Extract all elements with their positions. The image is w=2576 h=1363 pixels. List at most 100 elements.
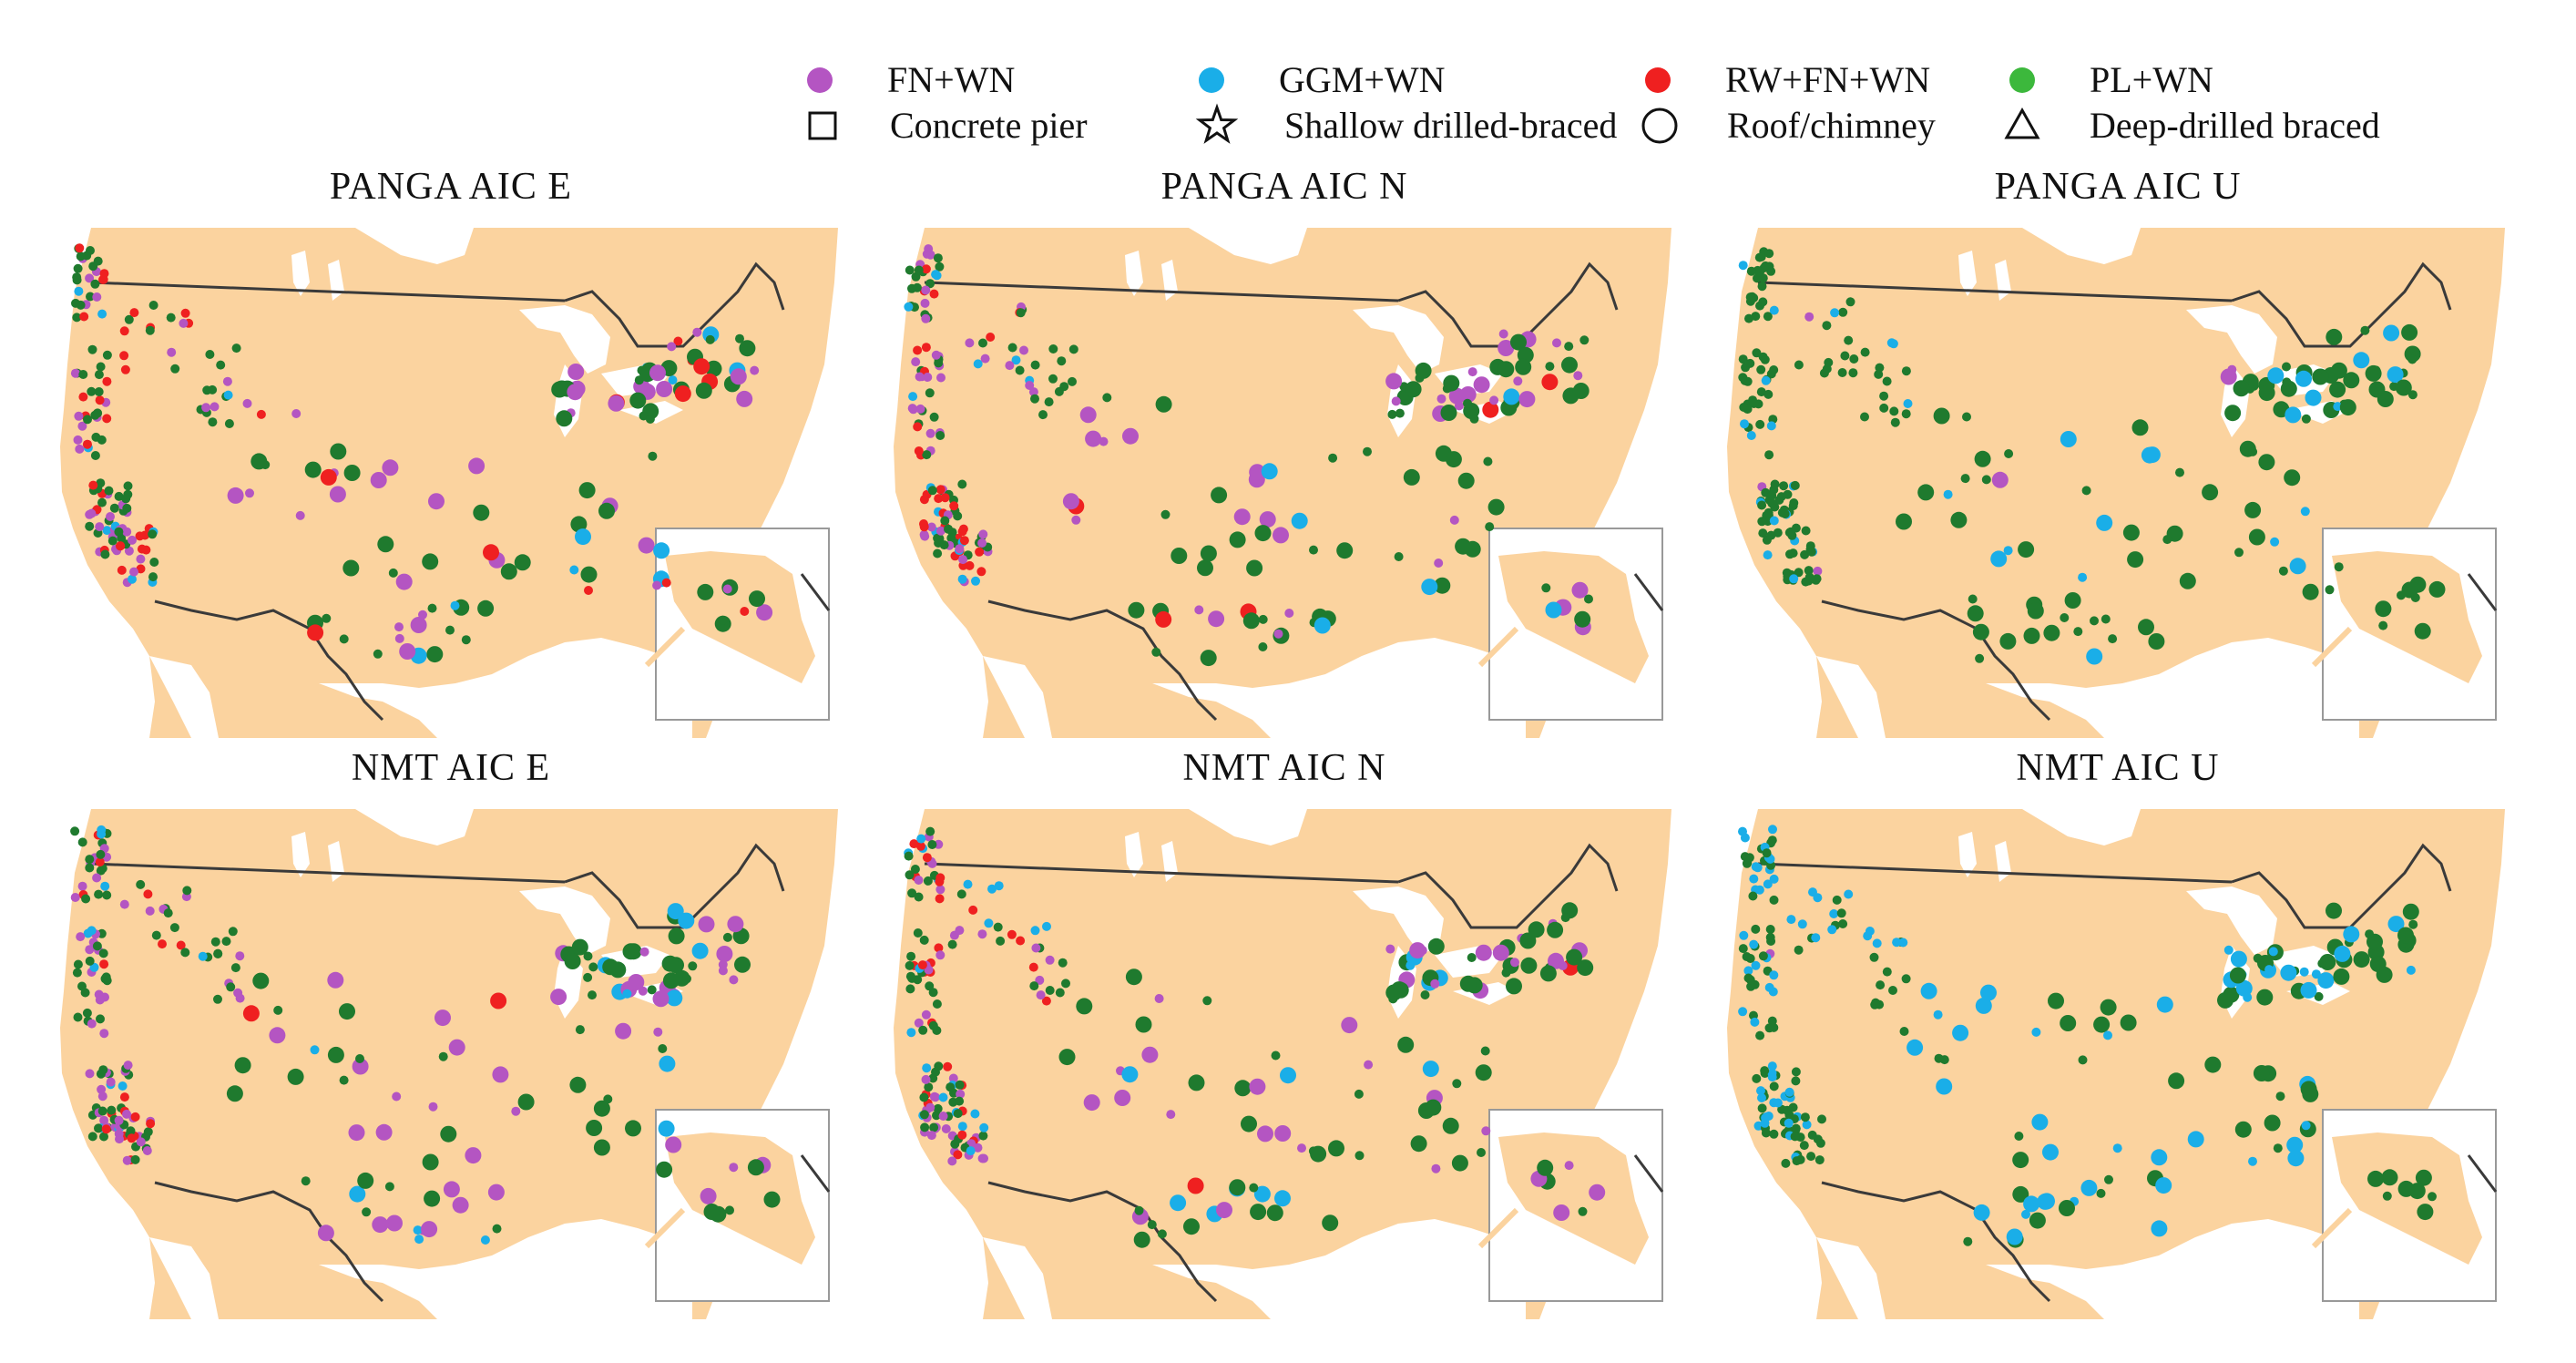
station-marker xyxy=(384,1182,394,1192)
station-marker xyxy=(118,1081,128,1091)
station-marker xyxy=(443,1181,460,1198)
station-marker xyxy=(1791,1123,1801,1133)
station-marker xyxy=(1487,498,1505,516)
station-marker xyxy=(935,485,946,495)
station-marker xyxy=(2289,558,2306,575)
station-marker xyxy=(955,926,965,936)
station-marker xyxy=(1310,1145,1327,1163)
station-marker xyxy=(1829,909,1839,918)
station-marker xyxy=(1799,1141,1809,1151)
station-marker xyxy=(1134,1205,1144,1215)
station-marker xyxy=(74,286,84,296)
station-marker xyxy=(736,390,753,407)
station-marker xyxy=(1246,559,1263,577)
station-marker xyxy=(1936,1078,1953,1095)
station-marker xyxy=(473,504,490,521)
station-marker xyxy=(74,411,84,421)
station-marker xyxy=(1806,547,1816,557)
station-marker xyxy=(116,541,125,551)
station-marker xyxy=(2302,583,2319,600)
station-marker xyxy=(2387,916,2405,933)
station-marker xyxy=(114,1115,124,1125)
station-marker xyxy=(87,508,97,518)
station-marker xyxy=(1284,609,1294,618)
station-marker xyxy=(1751,862,1761,872)
station-marker xyxy=(1341,1017,1358,1034)
station-marker xyxy=(1322,1214,1339,1232)
station-marker xyxy=(1442,1117,1459,1134)
station-marker xyxy=(1249,1183,1259,1193)
station-marker xyxy=(1764,1023,1774,1033)
station-marker xyxy=(925,428,935,438)
station-marker xyxy=(1872,938,1882,948)
station-marker xyxy=(492,1066,509,1083)
station-marker xyxy=(1079,406,1097,424)
station-marker xyxy=(1836,908,1846,918)
station-marker xyxy=(2090,616,2099,626)
station-marker xyxy=(1901,409,1911,419)
station-marker xyxy=(918,1025,928,1035)
panel-title: PANGA AIC N xyxy=(1161,166,1408,208)
station-marker xyxy=(556,410,573,427)
station-marker xyxy=(1981,475,1991,485)
station-marker xyxy=(83,415,92,425)
station-marker xyxy=(584,586,593,595)
station-marker xyxy=(97,309,107,319)
station-marker xyxy=(158,939,167,949)
station-marker xyxy=(947,1156,957,1166)
station-marker xyxy=(2080,1179,2098,1196)
station-marker xyxy=(1789,498,1799,507)
station-marker xyxy=(925,388,935,398)
station-marker xyxy=(1297,1143,1306,1153)
station-marker xyxy=(1170,548,1188,564)
station-marker xyxy=(2233,380,2250,397)
station-marker xyxy=(106,1077,116,1087)
station-marker xyxy=(550,989,567,1006)
station-marker xyxy=(1999,632,2017,650)
station-marker xyxy=(666,989,683,1007)
station-marker xyxy=(1756,364,1766,374)
station-marker xyxy=(2317,958,2327,968)
station-marker xyxy=(2397,927,2414,944)
station-marker xyxy=(648,451,658,461)
station-marker xyxy=(921,285,931,295)
station-marker xyxy=(180,308,190,318)
station-marker xyxy=(916,834,926,844)
station-marker xyxy=(693,358,710,375)
station-marker xyxy=(2042,1143,2059,1161)
station-marker xyxy=(72,313,82,323)
station-marker xyxy=(2127,551,2144,569)
station-marker xyxy=(1076,998,1093,1015)
station-marker xyxy=(1756,387,1766,397)
station-marker xyxy=(1901,366,1911,376)
station-marker xyxy=(1309,545,1318,555)
station-marker xyxy=(749,590,765,608)
station-marker xyxy=(2168,1072,2185,1090)
station-marker xyxy=(386,1214,403,1232)
station-marker xyxy=(235,993,245,1003)
station-marker xyxy=(928,1020,938,1030)
station-marker xyxy=(1763,550,1773,560)
station-marker xyxy=(1518,391,1536,408)
station-marker xyxy=(747,1159,764,1176)
station-marker xyxy=(1890,417,1900,427)
station-marker xyxy=(1756,252,1766,261)
station-marker xyxy=(948,1073,958,1083)
station-marker xyxy=(85,945,95,955)
station-marker xyxy=(517,1093,535,1111)
station-marker xyxy=(221,937,231,947)
station-marker xyxy=(2235,979,2253,997)
station-marker xyxy=(465,1147,482,1164)
station-marker xyxy=(2300,507,2310,517)
station-marker xyxy=(245,488,254,498)
station-marker xyxy=(130,1154,140,1164)
shallow-drilled-braced-legend-label: Shallow drilled-braced xyxy=(1284,105,1617,146)
station-marker xyxy=(1757,1103,1767,1113)
station-marker xyxy=(2353,951,2370,968)
station-marker xyxy=(1451,1154,1468,1172)
station-marker xyxy=(310,1045,320,1055)
station-marker xyxy=(339,634,349,644)
station-marker xyxy=(1751,924,1761,934)
station-marker xyxy=(143,889,153,899)
station-marker xyxy=(2162,535,2172,545)
